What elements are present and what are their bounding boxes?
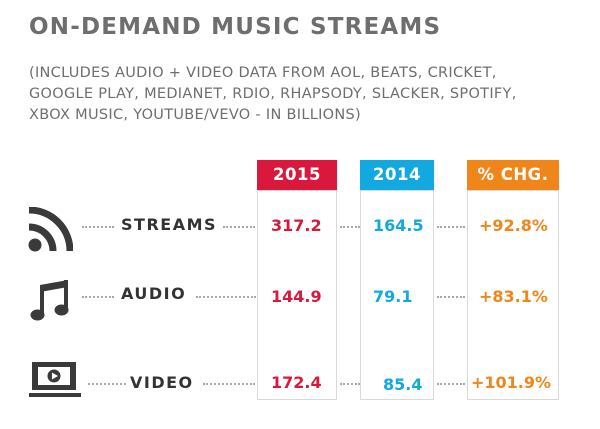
subtitle-line: XBOX MUSIC, YOUTUBE/VEVO - IN BILLIONS) [29, 107, 361, 123]
column-frame-2014 [360, 190, 434, 400]
value-chg-video: +101.9% [471, 373, 552, 392]
music-note-icon [30, 280, 69, 321]
dotted-leader [340, 226, 360, 228]
row-label-audio: AUDIO [121, 284, 187, 303]
column-header-2014: 2014 [360, 160, 434, 190]
dotted-leader [223, 226, 255, 228]
value-chg-streams: +92.8% [479, 216, 548, 235]
column-frame-chg [467, 190, 559, 400]
subtitle-line: (INCLUDES AUDIO + VIDEO DATA FROM AOL, B… [29, 65, 497, 81]
value-chg-audio: +83.1% [479, 287, 548, 306]
value-2015-video: 172.4 [271, 373, 322, 392]
value-2014-audio: 79.1 [373, 287, 413, 306]
value-2015-streams: 317.2 [271, 216, 322, 235]
dotted-leader [82, 296, 114, 298]
video-monitor-icon [29, 362, 81, 397]
column-frame-2015 [257, 190, 337, 400]
subtitle-line: GOOGLE PLAY, MEDIANET, RDIO, RHAPSODY, S… [29, 86, 517, 102]
value-2015-audio: 144.9 [271, 287, 322, 306]
column-header-2015: 2015 [257, 160, 337, 190]
row-label-streams: STREAMS [121, 215, 218, 234]
column-header-chg: % CHG. [467, 160, 559, 190]
dotted-leader [437, 296, 465, 298]
value-2014-streams: 164.5 [373, 216, 424, 235]
value-2014-video: 85.4 [383, 375, 423, 394]
dotted-leader [203, 383, 255, 385]
dotted-leader [82, 226, 114, 228]
dotted-leader [437, 383, 465, 385]
chart-subtitle: (INCLUDES AUDIO + VIDEO DATA FROM AOL, B… [29, 63, 589, 126]
dotted-leader [437, 226, 465, 228]
dotted-leader [340, 383, 360, 385]
row-label-video: VIDEO [130, 373, 194, 392]
rss-icon [28, 207, 73, 252]
dotted-leader [88, 383, 126, 385]
dotted-leader [196, 296, 256, 298]
chart-title: ON-DEMAND MUSIC STREAMS [29, 14, 442, 40]
